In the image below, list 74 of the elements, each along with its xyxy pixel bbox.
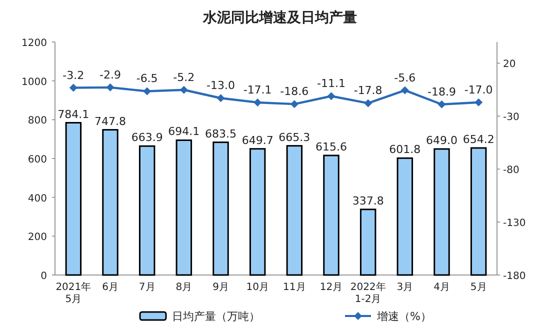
- point: [327, 92, 336, 100]
- data-label: 337.8: [352, 194, 384, 208]
- chart-title: 水泥同比增速及日均产量: [202, 9, 357, 26]
- bar: [102, 129, 118, 276]
- data-label: -11.1: [317, 77, 346, 90]
- data-label: -2.9: [100, 68, 121, 82]
- y2-tick-label: -80: [503, 165, 520, 176]
- y-tick-label: 1200: [22, 38, 47, 49]
- y-tick-label: 1000: [22, 76, 47, 88]
- legend-label: 增速（%）: [376, 310, 432, 323]
- bar: [323, 154, 340, 276]
- data-label: -17.1: [243, 83, 272, 96]
- bar: [249, 148, 266, 276]
- data-label: -13.0: [206, 79, 235, 92]
- point: [106, 83, 114, 92]
- bar: [176, 139, 192, 276]
- point: [438, 100, 446, 108]
- point: [180, 86, 188, 94]
- point: [364, 99, 372, 108]
- y2-tick-label: -30: [503, 112, 520, 124]
- bar: [434, 148, 450, 276]
- data-label: 654.2: [462, 132, 494, 146]
- x-tick-label: 9月: [212, 282, 229, 293]
- x-tick-label: 6月: [102, 282, 118, 293]
- y2-tick-label: -180: [503, 271, 526, 282]
- point: [400, 86, 409, 94]
- data-label: -3.2: [62, 68, 84, 82]
- y-tick-label: 200: [28, 232, 47, 244]
- x-tick-label: 2022年 1-2月: [350, 281, 386, 305]
- y-tick-label: 400: [28, 193, 47, 204]
- data-label: -18.6: [280, 85, 309, 98]
- legend-label: 日均产量（万吨）: [172, 310, 260, 323]
- y-tick-label: 800: [28, 116, 47, 127]
- x-tick-label: 4月: [434, 282, 450, 293]
- data-label: 663.9: [131, 131, 163, 144]
- data-label: -5.6: [394, 71, 416, 84]
- x-tick-label: 10月: [246, 282, 269, 293]
- bar: [138, 145, 156, 276]
- x-tick-label: 8月: [176, 282, 192, 293]
- data-label: 649.0: [426, 134, 458, 147]
- bar: [286, 145, 303, 276]
- data-label: 601.8: [389, 143, 421, 156]
- point: [290, 100, 298, 108]
- y-tick-label: 600: [28, 154, 47, 166]
- x-tick-label: 11月: [283, 282, 306, 293]
- x-tick-label: 2021年 5月: [56, 281, 92, 305]
- data-label: -18.9: [428, 85, 456, 98]
- point: [216, 94, 225, 102]
- bar: [65, 122, 82, 276]
- data-label: 615.6: [316, 140, 347, 154]
- data-label: -17.8: [354, 84, 382, 98]
- point: [69, 84, 78, 92]
- data-label: -17.0: [464, 83, 493, 96]
- data-label: -6.5: [136, 72, 158, 86]
- data-label: 784.1: [58, 108, 90, 121]
- point: [143, 87, 152, 96]
- bar: [470, 147, 487, 276]
- bar: [396, 157, 414, 276]
- y-tick-label: 0: [40, 271, 47, 282]
- data-label: 649.7: [242, 134, 274, 147]
- x-tick-label: 12月: [320, 282, 343, 293]
- x-tick-label: 5月: [470, 282, 487, 293]
- data-label: 747.8: [94, 114, 126, 128]
- data-label: 694.1: [168, 125, 200, 138]
- point: [474, 98, 483, 106]
- data-label: 665.3: [278, 130, 310, 144]
- data-label: 683.5: [205, 127, 236, 140]
- y2-tick-label: 20: [503, 59, 516, 70]
- x-tick-label: 7月: [138, 282, 156, 293]
- bar: [360, 208, 376, 276]
- bar: [212, 142, 229, 276]
- data-label: -5.2: [173, 70, 195, 84]
- y2-tick-label: -130: [503, 218, 526, 230]
- x-tick-label: 3月: [396, 282, 414, 293]
